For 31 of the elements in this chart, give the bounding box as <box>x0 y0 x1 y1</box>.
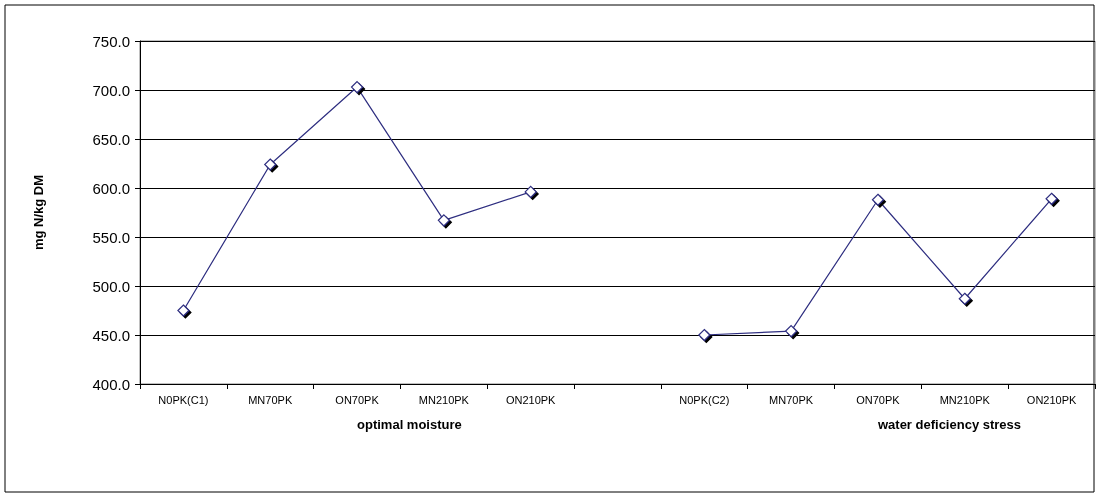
y-tick-label: 700.0 <box>92 81 130 99</box>
x-tick-label: MN70PK <box>769 393 814 406</box>
x-tick-label: MN210PK <box>418 393 470 406</box>
x-tick-label: MN70PK <box>248 393 293 406</box>
y-tick-label: 750.0 <box>92 32 130 50</box>
point <box>264 158 277 171</box>
x-tick-label: ON210PK <box>1026 393 1078 406</box>
point <box>524 185 537 199</box>
x-tick-label: ON70PK <box>335 393 380 406</box>
y-tick-label: 600.0 <box>92 179 130 197</box>
x-tick-label: MN210PK <box>939 393 991 406</box>
point <box>1045 192 1058 205</box>
x-tick-label: N0PK(C1) <box>158 393 209 406</box>
point <box>437 214 450 227</box>
y-tick-label: 400.0 <box>92 375 130 393</box>
point <box>350 80 364 94</box>
y-tick-label: 450.0 <box>92 326 130 344</box>
y-tick-label: 550.0 <box>92 228 130 246</box>
y-tick-label: 650.0 <box>92 130 130 148</box>
text: water deficiency stress <box>876 417 1022 432</box>
point <box>958 292 971 305</box>
y-axis-title: mg N/kg DM <box>31 174 46 251</box>
point <box>698 328 711 342</box>
point <box>785 324 798 338</box>
y-tick-label: 500.0 <box>92 277 130 295</box>
point <box>177 304 190 317</box>
point <box>871 193 885 206</box>
text: optimal moisture <box>357 417 462 432</box>
x-tick-label: ON210PK <box>505 393 557 406</box>
x-tick-label: N0PK(C2) <box>679 393 730 406</box>
x-tick-label: ON70PK <box>856 393 901 406</box>
